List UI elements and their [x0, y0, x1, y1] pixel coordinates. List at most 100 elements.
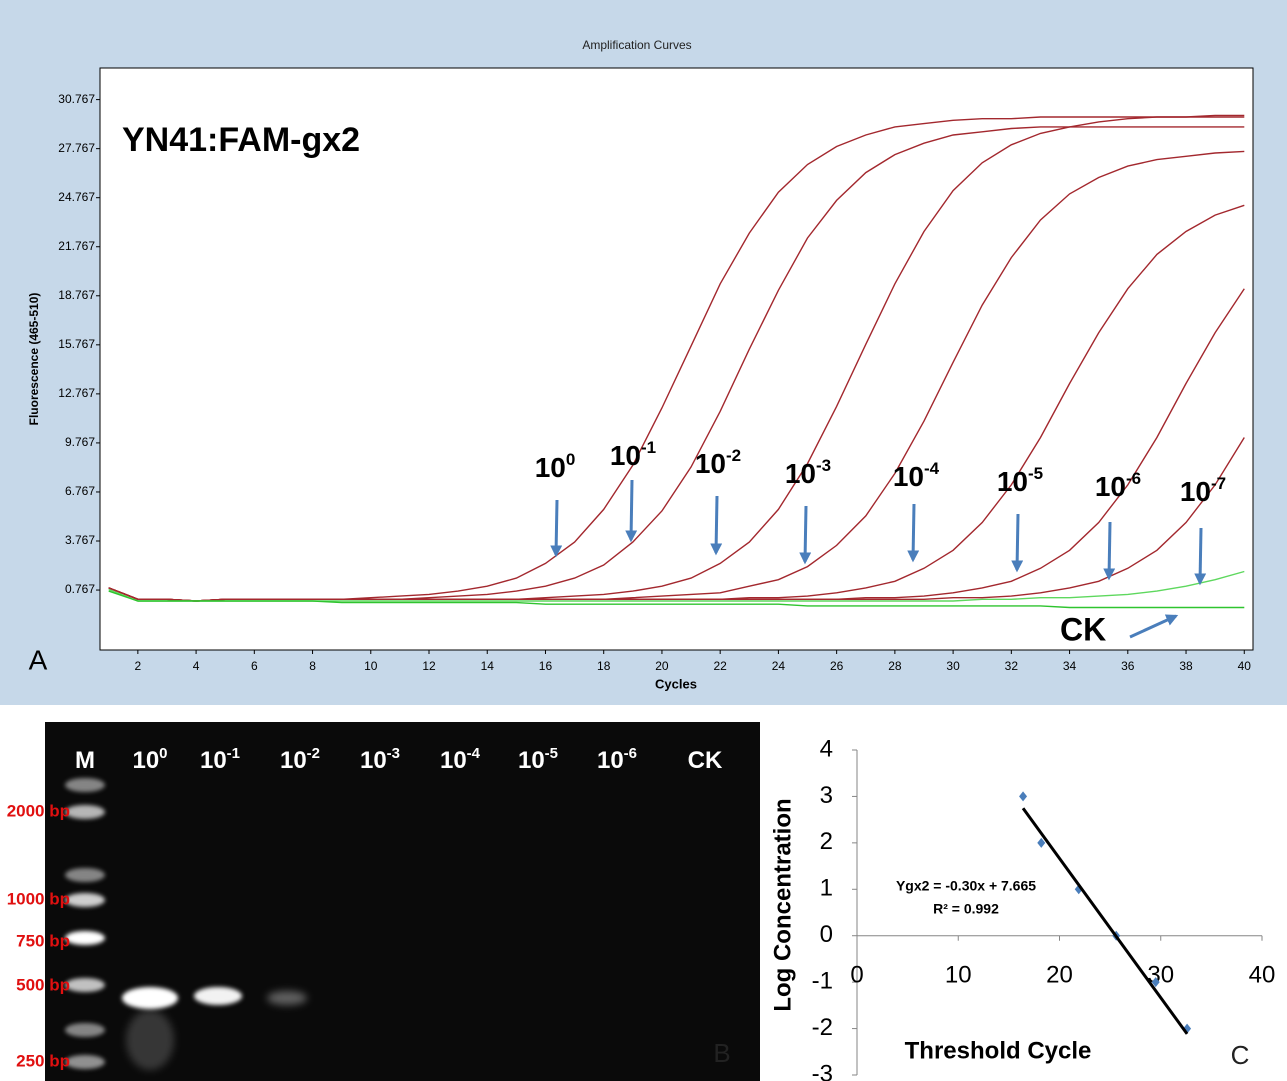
x-tick-label: 2 — [135, 659, 142, 673]
arrow-label-sup: -3 — [816, 456, 831, 475]
arrow — [1200, 528, 1201, 583]
ladder-band — [65, 805, 105, 819]
x-tick-label: 26 — [830, 659, 844, 673]
arrow-label-sup: -6 — [1126, 469, 1141, 488]
lane-label-sup: -6 — [624, 745, 637, 762]
arrow — [805, 506, 806, 562]
x-tick-label: 16 — [539, 659, 553, 673]
lane-label: CK — [688, 747, 723, 774]
lane-label-base: 10 — [200, 747, 227, 774]
lane-label-base: 10 — [597, 747, 624, 774]
ladder-band — [65, 778, 105, 792]
arrow-label-base: 10 — [610, 440, 641, 471]
ladder-band — [65, 868, 105, 882]
annotation: YN41:FAM-gx2 — [122, 121, 360, 159]
x-tick-label: 8 — [309, 659, 316, 673]
y-tick-label: 1 — [820, 875, 833, 902]
page: Amplification CurvesCyclesFluorescence (… — [0, 0, 1287, 1081]
lane-label-sup: -3 — [387, 745, 400, 762]
x-tick-label: 22 — [713, 659, 727, 673]
lane-label-base: M — [75, 747, 95, 774]
y-tick-label: 18.767 — [58, 288, 95, 302]
arrow-label-sup: -7 — [1211, 474, 1226, 493]
x-tick-label: 30 — [946, 659, 960, 673]
x-tick-label: 34 — [1063, 659, 1077, 673]
x-tick-label: 20 — [1046, 961, 1073, 988]
y-axis-title: Log Concentration — [769, 798, 796, 1011]
y-tick-label: 0.767 — [65, 582, 95, 596]
arrow-label-base: 10 — [785, 458, 816, 489]
ladder-band — [65, 978, 105, 992]
arrow-label-sup: -4 — [924, 459, 940, 478]
x-tick-label: 12 — [422, 659, 436, 673]
lane-label-sup: -4 — [467, 745, 481, 762]
arrow-label-base: 10 — [1180, 476, 1211, 507]
y-tick-label: 27.767 — [58, 141, 95, 155]
arrow-label-base: 10 — [695, 448, 726, 479]
marker-label: 250 bp — [16, 1051, 70, 1070]
ladder-band — [65, 931, 105, 945]
marker-label: 1000 bp — [7, 889, 70, 908]
marker-label: 750 bp — [16, 931, 70, 950]
arrow-label-base: 10 — [997, 466, 1028, 497]
trendline — [1023, 808, 1187, 1034]
x-tick-label: 14 — [481, 659, 495, 673]
y-tick-label: 30.767 — [58, 92, 95, 106]
y-tick-label: 24.767 — [58, 190, 95, 204]
lane-label-base: 10 — [518, 747, 545, 774]
lane-label-base: 10 — [440, 747, 467, 774]
panel-label: A — [29, 644, 48, 675]
y-tick-label: 0 — [820, 921, 833, 948]
arrow — [1017, 514, 1018, 570]
lane-label-sup: 0 — [159, 745, 167, 762]
x-tick-label: 40 — [1238, 659, 1252, 673]
lane-label-sup: -2 — [307, 745, 320, 762]
y-tick-label: 4 — [820, 735, 833, 762]
y-tick-label: 21.767 — [58, 239, 95, 253]
r-squared: R² = 0.992 — [933, 901, 999, 917]
x-tick-label: 10 — [945, 961, 972, 988]
x-tick-label: 24 — [772, 659, 786, 673]
lane-label-sup: -5 — [545, 745, 558, 762]
data-point — [1019, 791, 1027, 801]
arrow — [1109, 522, 1110, 578]
x-tick-label: 0 — [850, 961, 863, 988]
sample-band — [194, 987, 242, 1005]
y-tick-label: 9.767 — [65, 435, 95, 449]
sample-smear — [126, 1010, 174, 1070]
y-axis-title: Fluorescence (465-510) — [27, 293, 41, 426]
arrow-label-base: 10 — [893, 461, 924, 492]
arrow-label-sup: 0 — [566, 450, 575, 469]
lane-label-base: 10 — [360, 747, 387, 774]
ladder-band — [65, 1023, 105, 1037]
marker-label: 500 bp — [16, 975, 70, 994]
arrow-label-sup: -5 — [1028, 464, 1043, 483]
ladder-band — [65, 1055, 105, 1069]
sample-band — [267, 991, 307, 1005]
x-tick-label: 10 — [364, 659, 378, 673]
lane-label-sup: -1 — [227, 745, 240, 762]
y-tick-label: 2 — [820, 828, 833, 855]
y-tick-label: -3 — [812, 1060, 833, 1081]
x-axis-title: Threshold Cycle — [905, 1037, 1092, 1064]
arrow — [631, 480, 632, 540]
x-tick-label: 36 — [1121, 659, 1135, 673]
y-tick-label: 3.767 — [65, 533, 95, 547]
lane-label-base: 10 — [280, 747, 307, 774]
lane-label-base: CK — [688, 747, 723, 774]
y-tick-label: 12.767 — [58, 386, 95, 400]
y-tick-label: 3 — [820, 782, 833, 809]
y-tick-label: 6.767 — [65, 484, 95, 498]
arrow-label-base: 10 — [1095, 471, 1126, 502]
x-tick-label: 18 — [597, 659, 611, 673]
arrow — [716, 496, 717, 553]
x-tick-label: 40 — [1249, 961, 1276, 988]
x-tick-label: 6 — [251, 659, 258, 673]
x-tick-label: 4 — [193, 659, 200, 673]
x-tick-label: 32 — [1005, 659, 1019, 673]
x-axis-title: Cycles — [655, 676, 697, 691]
x-tick-label: 28 — [888, 659, 902, 673]
y-tick-label: 15.767 — [58, 337, 95, 351]
arrow-label-base: 10 — [535, 452, 566, 483]
panel-label: B — [713, 1038, 730, 1068]
